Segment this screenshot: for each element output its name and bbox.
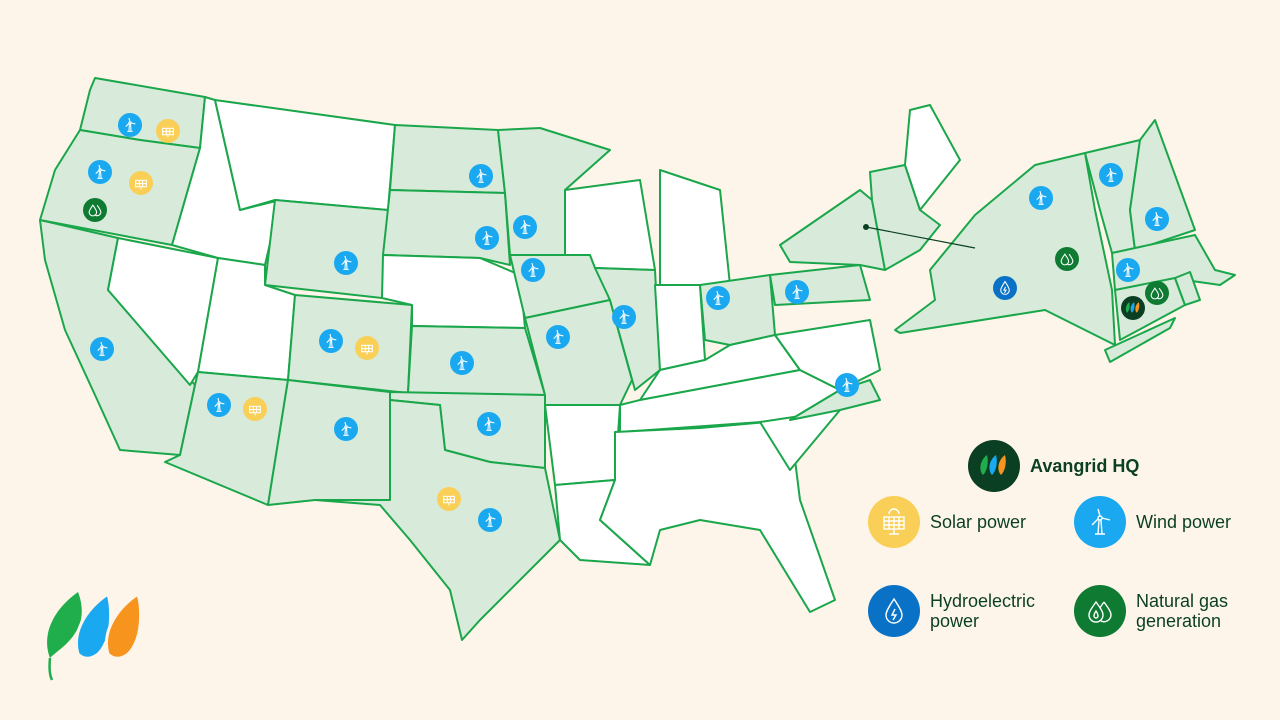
- hydro-drop-icon: [868, 585, 920, 637]
- wind-marker-icon: [334, 417, 358, 441]
- state-arkansas: [544, 404, 621, 486]
- gas-marker-icon: [1055, 247, 1079, 271]
- solar-marker-icon: [243, 397, 267, 421]
- state-ohio: [699, 274, 776, 346]
- legend-hydro-label: Hydroelectric power: [930, 591, 1036, 631]
- inset-new-hampshire: [1129, 119, 1196, 251]
- wind-marker-icon: [1099, 163, 1123, 187]
- solar-panel-icon: [868, 496, 920, 548]
- state-pennsylvania: [769, 264, 871, 306]
- state-indiana: [654, 284, 706, 371]
- inset-new-york: [894, 152, 1116, 346]
- gas-marker-icon: [83, 198, 107, 222]
- wind-marker-icon: [469, 164, 493, 188]
- state-illinois: [594, 267, 661, 391]
- states: [39, 77, 961, 641]
- avangrid-logo-icon: [968, 440, 1020, 492]
- wind-marker-icon: [477, 412, 501, 436]
- wind-marker-icon: [207, 393, 231, 417]
- solar-marker-icon: [355, 336, 379, 360]
- legend-hq-label: Avangrid HQ: [1030, 456, 1140, 476]
- state-wyoming: [264, 199, 389, 299]
- solar-marker-icon: [437, 487, 461, 511]
- wind-marker-icon: [475, 226, 499, 250]
- legend-solar-label: Solar power: [930, 512, 1027, 532]
- state-nevada: [107, 237, 219, 386]
- legend-hq: Avangrid HQ: [968, 440, 1139, 492]
- legend-hydro: Hydroelectric power: [868, 585, 1058, 637]
- wind-marker-icon: [319, 329, 343, 353]
- hq-marker-icon: [1121, 296, 1145, 320]
- wind-marker-icon: [1145, 207, 1169, 231]
- state-montana: [214, 99, 396, 211]
- state-kansas: [407, 325, 546, 396]
- avangrid-logo: [47, 591, 143, 681]
- legend-gas: Natural gas generation: [1074, 585, 1254, 637]
- northeast-inset: [894, 119, 1236, 363]
- gas-drops-icon: [1074, 585, 1126, 637]
- wind-marker-icon: [88, 160, 112, 184]
- state-maine: [904, 104, 961, 211]
- wind-marker-icon: [1116, 258, 1140, 282]
- wind-marker-icon: [785, 280, 809, 304]
- wind-marker-icon: [513, 215, 537, 239]
- state-new-york: [779, 189, 886, 271]
- state-new-england: [869, 164, 941, 271]
- inset-connector-dot: [863, 224, 869, 230]
- legend-solar: Solar power: [868, 496, 1026, 548]
- state-colorado: [287, 294, 413, 394]
- gas-marker-icon: [1145, 281, 1169, 305]
- solar-marker-icon: [129, 171, 153, 195]
- wind-marker-icon: [90, 337, 114, 361]
- wind-marker-icon: [612, 305, 636, 329]
- wind-marker-icon: [706, 286, 730, 310]
- wind-turbine-icon: [1074, 496, 1126, 548]
- wind-marker-icon: [334, 251, 358, 275]
- state-new-mexico: [267, 379, 391, 506]
- wind-marker-icon: [835, 373, 859, 397]
- inset-long-island: [1104, 317, 1176, 363]
- wind-marker-icon: [1029, 186, 1053, 210]
- solar-marker-icon: [156, 119, 180, 143]
- inset-connector-line: [865, 226, 976, 249]
- hydro-marker-icon: [993, 276, 1017, 300]
- wind-marker-icon: [118, 113, 142, 137]
- state-michigan: [659, 169, 731, 286]
- wind-marker-icon: [450, 351, 474, 375]
- legend-wind: Wind power: [1074, 496, 1231, 548]
- state-texas: [314, 399, 561, 641]
- legend-wind-label: Wind power: [1136, 512, 1232, 532]
- wind-marker-icon: [546, 325, 570, 349]
- wind-marker-icon: [521, 258, 545, 282]
- wind-marker-icon: [478, 508, 502, 532]
- state-virginia: [774, 319, 881, 391]
- inset-rhode-island: [1174, 271, 1201, 306]
- legend-gas-label: Natural gas generation: [1136, 591, 1229, 631]
